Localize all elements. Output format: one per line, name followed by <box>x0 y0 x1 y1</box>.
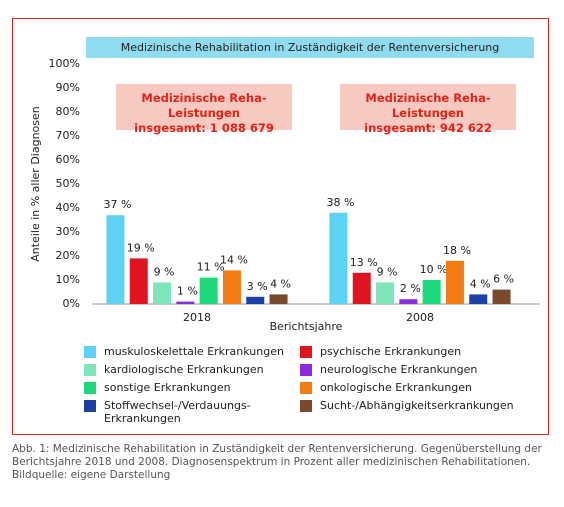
title-banner <box>86 37 534 58</box>
data-label: 4 % <box>270 277 291 290</box>
bar <box>422 280 441 304</box>
y-tick-label: 0% <box>63 297 80 310</box>
legend-swatch <box>300 382 312 394</box>
data-label: 9 % <box>377 265 398 278</box>
y-tick-label: 20% <box>56 249 80 262</box>
x-axis-label: Berichtsjahre <box>270 320 343 333</box>
data-label: 14 % <box>220 253 248 266</box>
data-label: 6 % <box>493 273 514 286</box>
chart-frame <box>12 18 549 435</box>
annotation-box: Medizinische Reha-Leistungen insgesamt: … <box>116 84 292 135</box>
legend-label: psychische Erkrankungen <box>320 345 462 358</box>
legend-swatch <box>300 400 312 412</box>
bar <box>106 215 125 304</box>
bar <box>246 296 265 304</box>
bar <box>376 282 395 304</box>
bar <box>176 301 195 304</box>
legend-label: onkologische Erkrankungen <box>320 381 473 394</box>
caption: Abb. 1: Medizinische Rehabilitation in Z… <box>12 443 542 481</box>
bar <box>492 289 511 304</box>
bar <box>469 294 488 304</box>
data-label: 9 % <box>154 265 175 278</box>
y-tick-label: 10% <box>56 273 80 286</box>
annotation-box: Medizinische Reha-Leistungen insgesamt: … <box>340 84 516 135</box>
y-tick-label: 40% <box>56 201 80 214</box>
x-tick-label: 2008 <box>406 311 434 324</box>
bar <box>329 212 348 304</box>
data-label: 38 % <box>326 196 354 209</box>
y-tick-label: 90% <box>56 81 80 94</box>
legend-swatch <box>300 364 312 376</box>
data-label: 4 % <box>470 277 491 290</box>
legend-swatch <box>84 346 96 358</box>
y-axis-label: Anteile in % aller Diagnosen <box>29 106 42 262</box>
bar <box>153 282 172 304</box>
bar <box>352 272 371 304</box>
y-tick-label: 50% <box>56 177 80 190</box>
data-label: 3 % <box>247 280 268 293</box>
bar <box>222 270 241 304</box>
x-tick-label: 2018 <box>183 311 211 324</box>
chart: Medizinische Rehabilitation in Zuständig… <box>29 37 540 333</box>
legend-label: Sucht-/Abhängigkeitserkrankungen <box>320 399 514 412</box>
y-tick-label: 70% <box>56 129 80 142</box>
chart-title: Medizinische Rehabilitation in Zuständig… <box>121 41 500 54</box>
data-label: 10 % <box>420 263 448 276</box>
legend-swatch <box>300 346 312 358</box>
data-label: 18 % <box>443 244 471 257</box>
legend-swatch <box>84 364 96 376</box>
data-label: 2 % <box>400 282 421 295</box>
y-tick-label: 80% <box>56 105 80 118</box>
legend-swatch <box>84 382 96 394</box>
data-label: 19 % <box>127 241 155 254</box>
bar <box>199 277 218 304</box>
data-label: 13 % <box>350 256 378 269</box>
data-label: 37 % <box>103 198 131 211</box>
y-tick-label: 100% <box>49 57 80 70</box>
legend-label: Stoffwechsel-/Verdauungs- Erkrankungen <box>104 399 251 425</box>
y-tick-label: 60% <box>56 153 80 166</box>
bar <box>399 299 418 304</box>
legend-label: sonstige Erkrankungen <box>104 381 231 394</box>
legend-label: kardiologische Erkrankungen <box>104 363 264 376</box>
bar <box>269 294 288 304</box>
legend-swatch <box>84 400 96 412</box>
bar <box>445 260 464 304</box>
legend-label: muskuloskelettale Erkrankungen <box>104 345 284 358</box>
data-label: 1 % <box>177 285 198 298</box>
y-tick-label: 30% <box>56 225 80 238</box>
data-label: 11 % <box>197 261 225 274</box>
bar <box>129 258 148 304</box>
legend-label: neurologische Erkrankungen <box>320 363 478 376</box>
